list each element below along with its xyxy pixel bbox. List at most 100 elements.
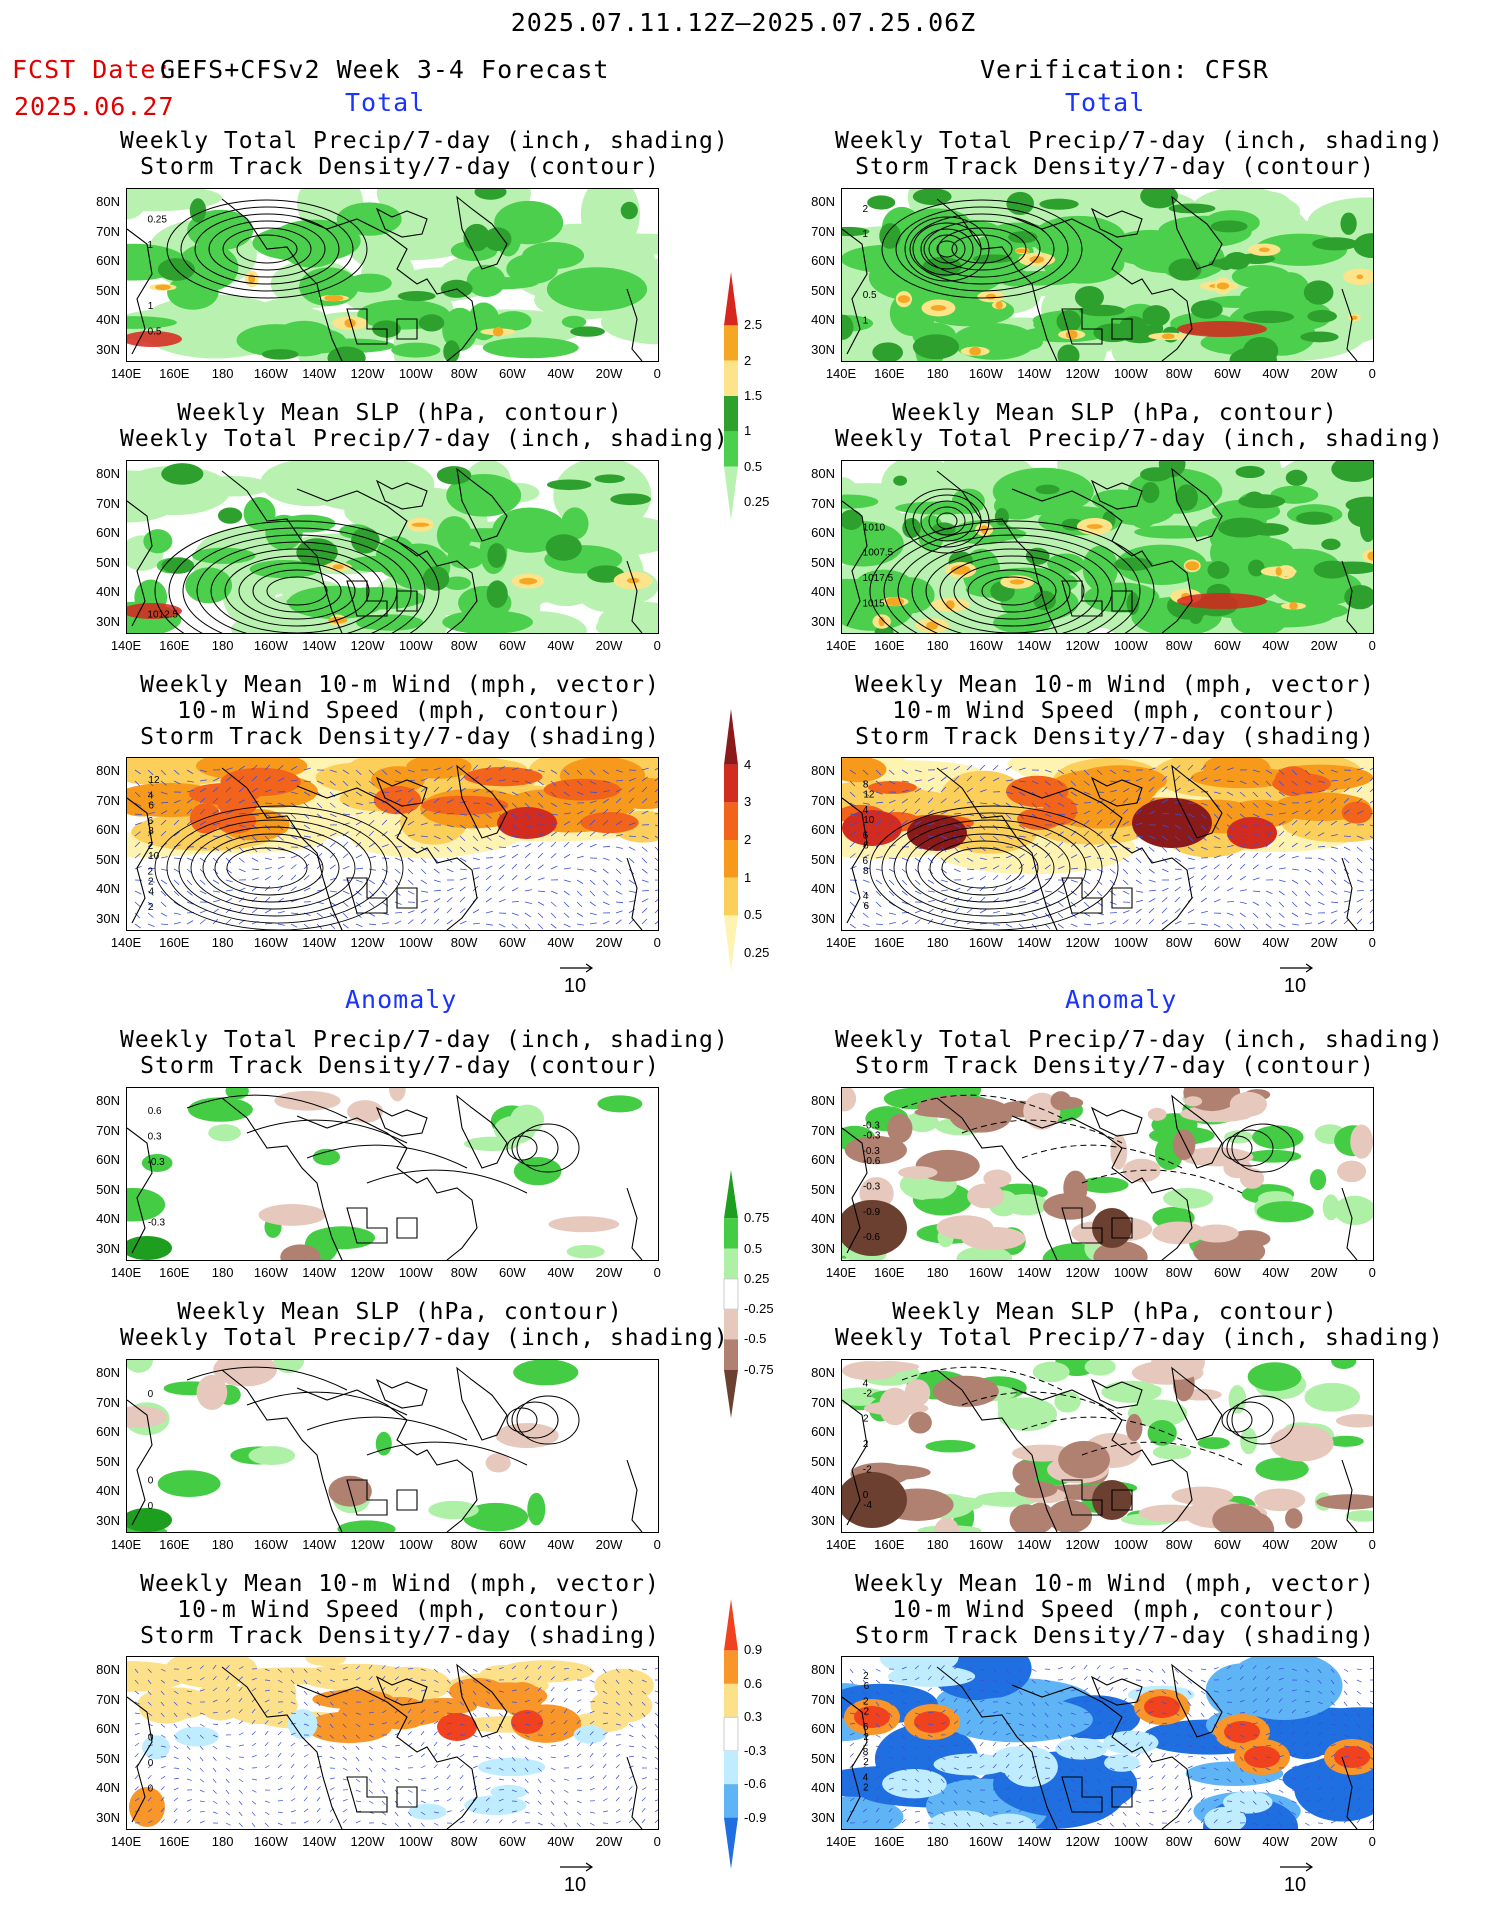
contour-label: 6 xyxy=(148,816,154,827)
coastline xyxy=(1111,590,1133,612)
lon-label: 180 xyxy=(211,366,234,381)
panel-title-line: Weekly Total Precip/7-day (inch, shading… xyxy=(835,1325,1444,1351)
coastline xyxy=(346,580,388,617)
contour-label: 12 xyxy=(863,790,875,801)
lat-label: 60N xyxy=(811,525,835,540)
contour-label: 4 xyxy=(863,805,869,816)
lat-label: 60N xyxy=(96,1424,120,1439)
lon-label: 40W xyxy=(1262,1265,1290,1280)
lat-label: 60N xyxy=(811,822,835,837)
panel-title-line: Storm Track Density/7-day (shading) xyxy=(140,724,660,750)
coastline xyxy=(626,1459,643,1532)
coastline xyxy=(1171,1663,1223,1738)
lat-label: 30N xyxy=(811,910,835,926)
contour-label: 10 xyxy=(863,815,875,826)
lon-label: 60W xyxy=(499,366,526,381)
lon-label: 160W xyxy=(253,1265,288,1280)
colorbar-label: 2 xyxy=(744,352,752,368)
panel-title-line: Weekly Mean 10-m Wind (mph, vector) xyxy=(855,672,1375,698)
panel-title-line: Weekly Total Precip/7-day (inch, shading… xyxy=(120,128,729,154)
lon-label: 160E xyxy=(874,366,905,381)
lat-label: 60N xyxy=(811,1152,835,1167)
coastline xyxy=(456,1663,508,1738)
lon-label: 140E xyxy=(825,935,857,950)
lat-label: 30N xyxy=(811,341,835,357)
colorbar-swatch xyxy=(723,1278,739,1310)
lon-label: 160E xyxy=(159,935,190,950)
contour-label: 1 xyxy=(862,229,868,240)
contour-label: 4 xyxy=(148,790,154,801)
contour-label: -0.3 xyxy=(863,1131,881,1142)
lon-label: 60W xyxy=(499,1834,526,1849)
contour-label: 0.5 xyxy=(148,326,162,337)
contour-label: -0.6 xyxy=(863,1156,881,1167)
map-field: 4 0 -2 2 2 -2 -4 xyxy=(842,1360,1373,1532)
lon-label: 80W xyxy=(1165,1834,1193,1849)
coastline xyxy=(1090,1675,1143,1706)
contour-label: 2 xyxy=(863,204,869,215)
coastline xyxy=(842,500,868,627)
lon-label: 160W xyxy=(253,1537,288,1552)
coastline xyxy=(1111,318,1133,340)
lon-label: 160W xyxy=(968,366,1003,381)
lat-label: 40N xyxy=(96,584,120,599)
panel-title-line: 10-m Wind Speed (mph, contour) xyxy=(892,1597,1338,1623)
colorbar-storm-total xyxy=(724,709,738,971)
lon-label: 140W xyxy=(302,1834,337,1849)
coastline xyxy=(456,1366,508,1441)
lon-label: 140E xyxy=(825,1537,857,1552)
coastline xyxy=(375,207,428,238)
lon-label: 160E xyxy=(159,638,190,653)
lon-label: 180 xyxy=(211,638,234,653)
lat-label: 70N xyxy=(96,1394,120,1410)
coastline xyxy=(456,467,508,542)
lon-label: 60W xyxy=(1214,638,1241,653)
lon-label: 0 xyxy=(653,1834,661,1849)
coastline xyxy=(296,216,478,361)
colorbar-swatch xyxy=(724,325,738,361)
contour-label: 8 xyxy=(863,1747,869,1758)
lon-label: 120W xyxy=(350,1834,385,1849)
coastline xyxy=(127,1127,153,1254)
lon-label: 40W xyxy=(547,935,575,950)
panel-title-line: Weekly Total Precip/7-day (inch, shading… xyxy=(835,1027,1444,1053)
lon-label: 40W xyxy=(547,638,575,653)
lat-label: 60N xyxy=(96,1721,120,1736)
lat-label: 30N xyxy=(811,613,835,629)
contour-label: 4 xyxy=(149,887,155,898)
coastline xyxy=(346,308,388,345)
coastline xyxy=(936,1097,1058,1260)
coastline xyxy=(1171,1094,1223,1169)
colorbar-label: -0.25 xyxy=(744,1301,774,1317)
coastline xyxy=(1111,1786,1133,1808)
coastline xyxy=(296,1115,478,1260)
panel-title: Weekly Total Precip/7-day (inch, shading… xyxy=(835,128,1443,180)
lon-label: 20W xyxy=(1310,1537,1338,1552)
coastline xyxy=(1171,467,1223,542)
colorbar-precip-total xyxy=(724,272,738,520)
lon-label: 140E xyxy=(110,1834,142,1849)
lon-label: 40W xyxy=(1262,366,1290,381)
panel-title-line: Weekly Mean SLP (hPa, contour) xyxy=(177,1299,623,1325)
contour-label: 6 xyxy=(863,1722,869,1733)
lat-label: 30N xyxy=(96,910,120,926)
lon-label: 60W xyxy=(499,638,526,653)
coastline xyxy=(221,767,343,930)
colorbar-label: 0.5 xyxy=(744,458,763,474)
coastline xyxy=(1090,776,1143,807)
colorbar-label: 0.25 xyxy=(744,945,770,960)
contour-label: 2 xyxy=(148,902,154,913)
contour-label: 6 xyxy=(148,800,154,811)
lat-label: 70N xyxy=(811,223,835,239)
lon-label: 140W xyxy=(1017,935,1052,950)
lon-label: 0 xyxy=(1368,366,1376,381)
lon-label: 140E xyxy=(825,638,857,653)
contour-label: 6 xyxy=(862,856,868,867)
lon-label: 100W xyxy=(398,366,433,381)
lon-label: 20W xyxy=(595,1834,623,1849)
lon-label: 140W xyxy=(1017,1834,1052,1849)
contour-label: 2 xyxy=(863,1414,869,1425)
lat-label: 50N xyxy=(811,1181,835,1197)
lon-label: 60W xyxy=(1214,366,1241,381)
